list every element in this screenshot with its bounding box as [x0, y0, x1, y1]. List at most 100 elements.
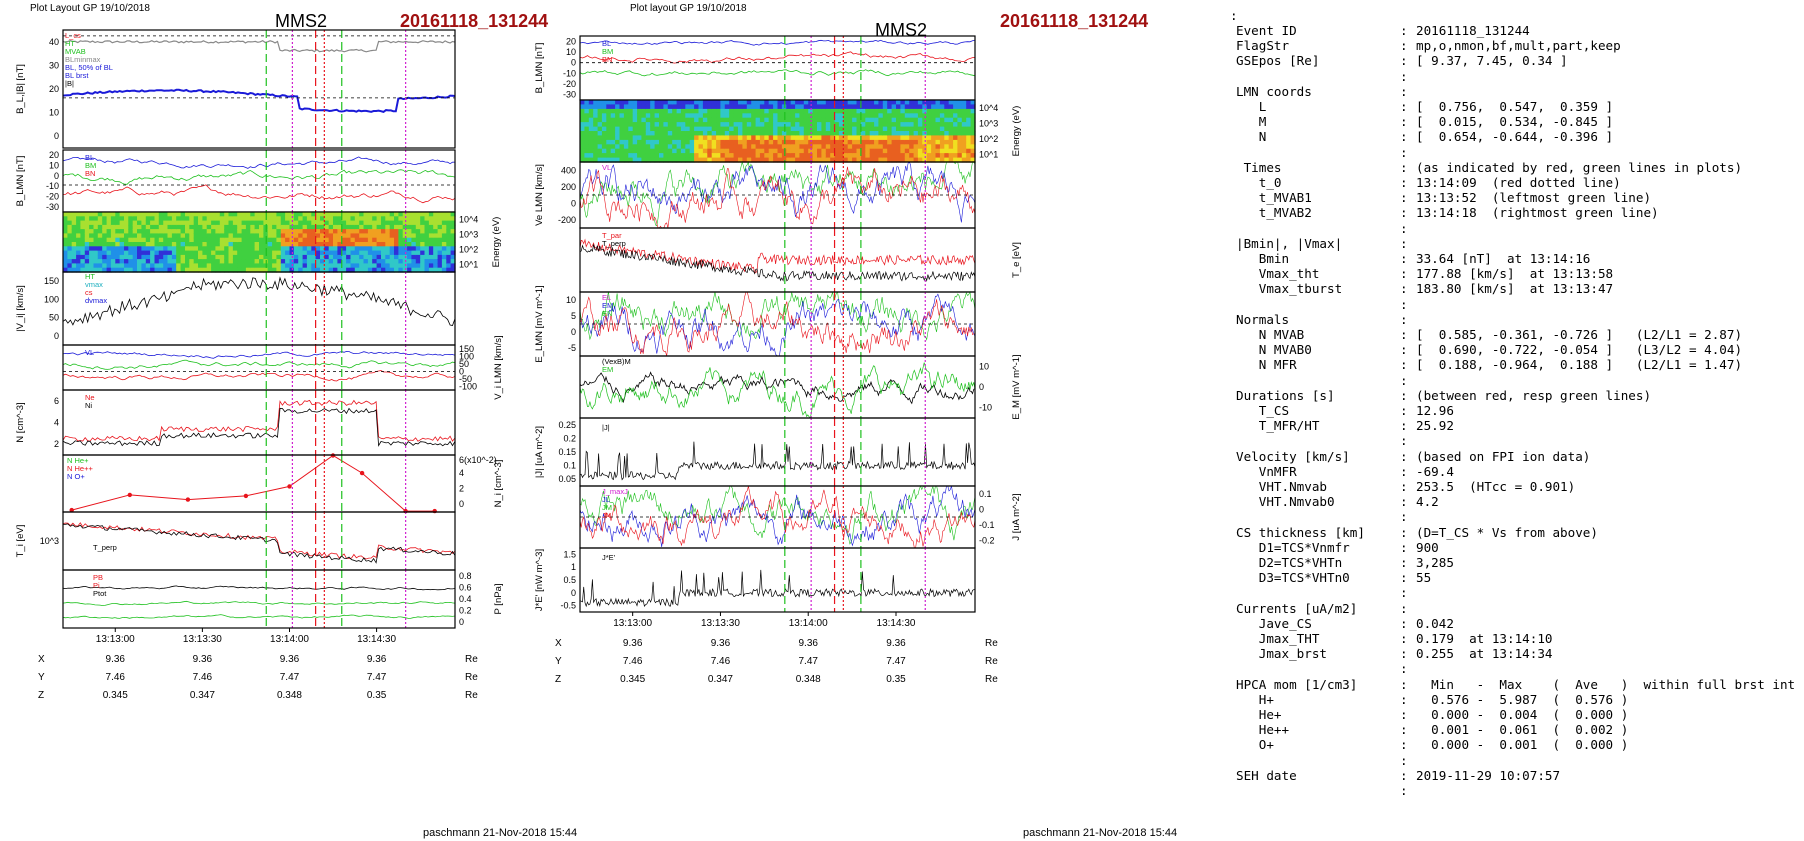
heatmap-cell — [110, 212, 116, 217]
heatmap-cell — [163, 220, 169, 226]
heatmap-cell — [193, 250, 199, 256]
heatmap-cell — [601, 131, 607, 136]
heatmap-cell — [272, 220, 278, 226]
heatmap-cell — [781, 117, 787, 123]
heatmap-cell — [645, 131, 651, 136]
heatmap-cell — [689, 104, 695, 110]
heatmap-cell — [124, 237, 129, 243]
heatmap-cell — [106, 246, 112, 252]
heatmap-cell — [267, 267, 273, 273]
heatmap-cell — [89, 254, 95, 260]
heatmap-cell — [193, 259, 199, 264]
heatmap-cell — [716, 100, 722, 105]
heatmap-cell — [926, 104, 932, 110]
heatmap-cell — [341, 259, 347, 264]
heatmap-cell — [198, 212, 203, 217]
heatmap-cell — [935, 131, 941, 136]
heatmap-cell — [171, 212, 177, 217]
heatmap-cell — [232, 254, 238, 260]
heatmap-cell — [228, 220, 234, 226]
series-EM — [579, 362, 976, 419]
heatmap-cell — [171, 216, 177, 222]
heatmap-cell — [733, 108, 739, 114]
heatmap-cell — [817, 157, 822, 163]
heatmap-cell — [219, 229, 225, 234]
heatmap-cell — [150, 216, 156, 222]
heatmap-cell — [966, 108, 972, 114]
heatmap-cell — [106, 267, 112, 273]
heatmap-cell — [702, 157, 708, 163]
heatmap-cell — [167, 212, 173, 217]
info-colon: : — [1400, 539, 1408, 555]
heatmap-cell — [795, 148, 801, 154]
heatmap-cell — [799, 144, 805, 150]
heatmap-cell — [944, 113, 950, 119]
heatmap-cell — [76, 229, 82, 234]
heatmap-cell — [874, 135, 880, 141]
heatmap-cell — [63, 237, 68, 243]
heatmap-cell — [843, 113, 849, 119]
info-label: L — [1236, 99, 1267, 114]
heatmap-cell — [702, 148, 708, 154]
heatmap-cell — [198, 220, 203, 226]
heatmap-cell — [232, 224, 238, 230]
heatmap-cell — [900, 144, 906, 150]
heatmap-cell — [882, 104, 888, 110]
heatmap-cell — [224, 220, 230, 226]
heatmap-cell — [834, 108, 840, 114]
heatmap-cell — [970, 126, 976, 132]
heatmap-cell — [623, 148, 629, 154]
heatmap-cell — [176, 267, 182, 273]
heatmap-cell — [856, 153, 862, 159]
heatmap-cell — [654, 100, 660, 105]
orbit-value: 0.348 — [277, 690, 302, 701]
heatmap-cell — [306, 263, 312, 269]
heatmap-cell — [206, 254, 212, 260]
heatmap-cell — [922, 139, 928, 145]
heatmap-cell — [163, 229, 169, 234]
tick-label: 0.1 — [979, 489, 992, 499]
heatmap-cell — [433, 220, 439, 226]
heatmap-cell — [407, 246, 413, 252]
heatmap-cell — [411, 233, 417, 239]
heatmap-cell — [601, 153, 607, 159]
heatmap-cell — [773, 108, 779, 114]
heatmap-cell — [337, 220, 343, 226]
heatmap-cell — [76, 263, 82, 269]
heatmap-cell — [939, 157, 945, 163]
heatmap-cell — [711, 113, 717, 119]
heatmap-cell — [764, 117, 770, 123]
heatmap-cell — [729, 153, 735, 159]
heatmap-cell — [415, 233, 421, 239]
heatmap-cell — [825, 157, 831, 163]
heatmap-cell — [593, 100, 599, 105]
heatmap-cell — [298, 263, 304, 269]
heatmap-cell — [632, 126, 638, 132]
heatmap-cell — [106, 216, 112, 222]
heatmap-cell — [891, 157, 897, 163]
axis-label: Ve LMN [km/s] — [534, 164, 545, 226]
heatmap-cell — [346, 212, 352, 217]
heatmap-cell — [768, 157, 774, 163]
heatmap-cell — [817, 108, 822, 114]
tick-label: -0.1 — [979, 520, 995, 530]
heatmap-cell — [830, 157, 836, 163]
heatmap-cell — [237, 212, 243, 217]
tick-label: -20 — [563, 79, 576, 89]
tick-label: -10 — [46, 181, 59, 191]
heatmap-cell — [685, 108, 691, 114]
heatmap-cell — [676, 126, 682, 132]
legend-entry: J_maxJ — [602, 487, 628, 496]
heatmap-cell — [89, 237, 95, 243]
heatmap-cell — [167, 229, 173, 234]
heatmap-cell — [84, 233, 90, 239]
heatmap-cell — [363, 233, 369, 239]
heatmap-cell — [900, 131, 906, 136]
heatmap-cell — [768, 113, 774, 119]
heatmap-cell — [259, 233, 264, 239]
heatmap-cell — [755, 122, 761, 128]
heatmap-cell — [926, 148, 932, 154]
heatmap-cell — [385, 229, 391, 234]
heatmap-cell — [158, 233, 164, 239]
heatmap-cell — [593, 126, 599, 132]
